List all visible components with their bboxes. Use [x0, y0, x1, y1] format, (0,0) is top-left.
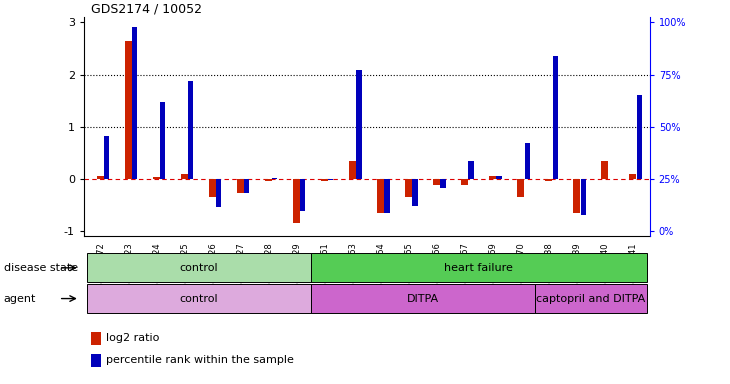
Text: percentile rank within the sample: percentile rank within the sample — [106, 356, 293, 366]
Bar — [265, 179, 272, 182]
Bar — [602, 161, 608, 179]
Bar — [91, 354, 101, 367]
Bar — [580, 179, 585, 215]
Text: GDS2174 / 10052: GDS2174 / 10052 — [91, 2, 202, 15]
Bar — [311, 284, 535, 313]
Bar — [87, 284, 311, 313]
Bar — [181, 174, 188, 179]
Bar — [301, 179, 305, 211]
Bar — [412, 179, 418, 206]
Bar — [153, 177, 161, 179]
Bar — [210, 179, 216, 197]
Bar — [104, 136, 109, 179]
Bar — [237, 179, 245, 194]
Bar — [440, 179, 445, 188]
Bar — [489, 176, 496, 179]
Bar — [553, 56, 558, 179]
Bar — [311, 253, 647, 282]
Bar — [132, 26, 137, 179]
Bar — [385, 179, 390, 213]
Bar — [637, 96, 642, 179]
Bar — [91, 332, 101, 345]
Text: disease state: disease state — [4, 263, 78, 273]
Bar — [245, 179, 250, 194]
Bar — [272, 178, 277, 179]
Bar — [87, 253, 311, 282]
Bar — [216, 179, 221, 207]
Bar — [469, 161, 474, 179]
Text: log2 ratio: log2 ratio — [106, 333, 159, 343]
Bar — [356, 70, 361, 179]
Bar — [126, 41, 132, 179]
Bar — [328, 179, 334, 180]
Bar — [188, 81, 193, 179]
Text: heart failure: heart failure — [445, 263, 513, 273]
Bar — [377, 179, 384, 213]
Bar — [496, 176, 502, 179]
Text: control: control — [180, 263, 218, 273]
Bar — [525, 143, 529, 179]
Bar — [535, 284, 647, 313]
Bar — [405, 179, 412, 197]
Bar — [573, 179, 580, 213]
Text: agent: agent — [4, 293, 36, 304]
Bar — [461, 179, 469, 185]
Text: DITPA: DITPA — [407, 293, 439, 304]
Bar — [350, 161, 356, 179]
Bar — [545, 179, 553, 182]
Text: control: control — [180, 293, 218, 304]
Text: captopril and DITPA: captopril and DITPA — [537, 293, 645, 304]
Bar — [629, 174, 637, 179]
Bar — [321, 179, 328, 182]
Bar — [434, 179, 440, 185]
Bar — [97, 176, 104, 179]
Bar — [293, 179, 300, 223]
Bar — [161, 102, 166, 179]
Bar — [518, 179, 524, 197]
